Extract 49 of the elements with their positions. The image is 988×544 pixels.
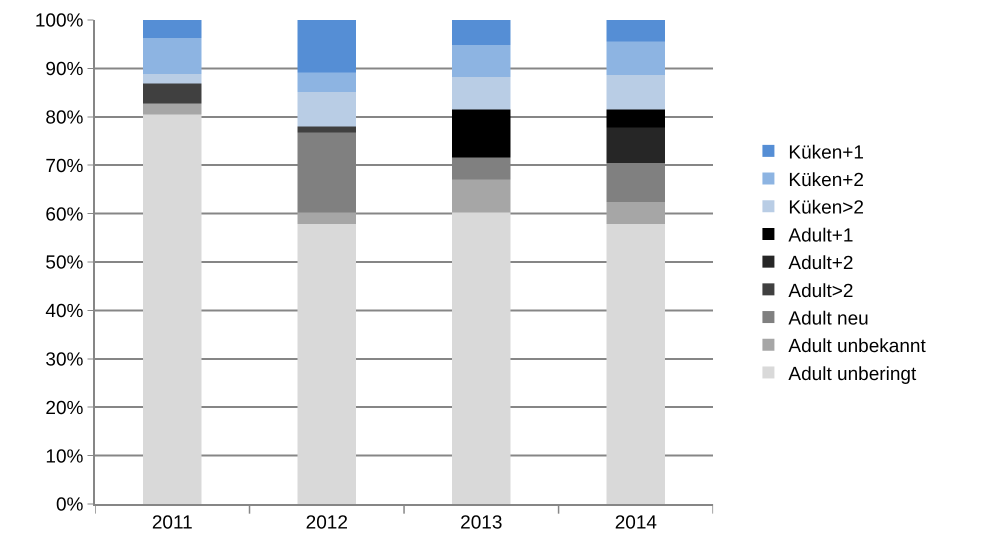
bar — [606, 110, 666, 128]
bar — [452, 110, 511, 158]
legend-label: Adult+2 — [788, 253, 854, 274]
bar — [606, 75, 666, 110]
bar — [142, 114, 202, 504]
bar — [606, 41, 666, 76]
legend-label: Adult+1 — [788, 225, 854, 246]
bar — [452, 20, 511, 46]
bar — [606, 224, 666, 504]
x-tick-label: 2012 — [306, 512, 348, 534]
bar — [606, 20, 666, 42]
y-tick-label: 40% — [45, 301, 84, 322]
bar — [297, 20, 356, 72]
legend-label: Adult neu — [788, 308, 869, 330]
y-tick-label: 10% — [45, 446, 84, 468]
bar — [297, 92, 356, 126]
bar — [142, 74, 202, 84]
y-tick-label: 80% — [45, 107, 84, 128]
x-tick-label: 2011 — [152, 512, 193, 534]
legend-label: Adult>2 — [788, 280, 854, 302]
bar — [606, 202, 666, 224]
bar — [142, 38, 202, 74]
bar — [452, 45, 511, 78]
bar — [142, 20, 202, 38]
bar — [297, 212, 356, 224]
bar — [297, 72, 356, 92]
y-tick-label: 0% — [56, 494, 84, 516]
x-tick-label: 2013 — [460, 512, 502, 534]
y-tick-label: 90% — [45, 59, 84, 80]
y-tick-label: 50% — [45, 252, 84, 274]
bar — [452, 212, 511, 504]
legend-label: Adult unberingt — [788, 364, 917, 385]
bar — [452, 77, 511, 110]
y-tick-label: 60% — [45, 204, 84, 226]
x-tick-label: 2014 — [614, 512, 658, 534]
bar — [606, 127, 666, 163]
y-tick-label: 30% — [45, 349, 84, 370]
legend-label: Küken+1 — [788, 142, 864, 164]
y-tick-label: 20% — [45, 398, 84, 419]
bar — [142, 103, 202, 114]
y-tick-label: 70% — [45, 156, 84, 177]
bar — [142, 83, 202, 104]
legend-label: Küken+2 — [788, 170, 864, 191]
legend-label: Adult unbekannt — [788, 336, 926, 358]
legend-label: Küken>2 — [788, 198, 864, 219]
bar — [297, 224, 356, 504]
bar — [452, 180, 511, 213]
bar — [297, 126, 356, 132]
y-tick-label: 100% — [34, 10, 84, 32]
